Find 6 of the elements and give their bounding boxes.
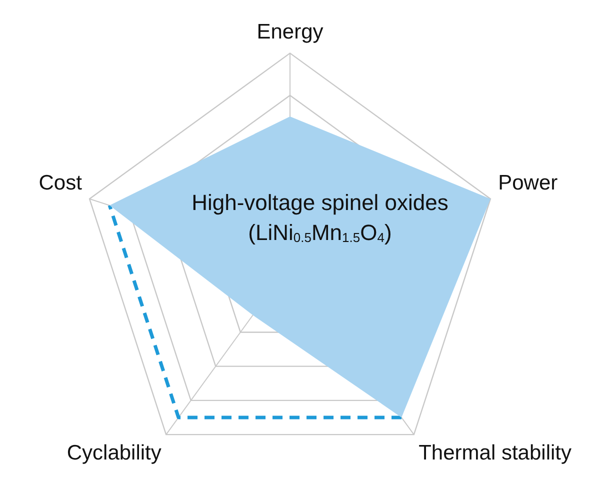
spoke-label: Power: [498, 172, 558, 195]
spoke-label: Energy: [256, 20, 324, 44]
spoke-label: Cost: [38, 172, 82, 195]
spoke-label: Thermal stability: [418, 441, 572, 464]
text: High-voltage spinel oxides (LiNi$_{0.5}$Mn$_{1.5}$O$_{4}$): [190, 189, 450, 247]
spoke-label: Cyclability: [66, 441, 162, 464]
